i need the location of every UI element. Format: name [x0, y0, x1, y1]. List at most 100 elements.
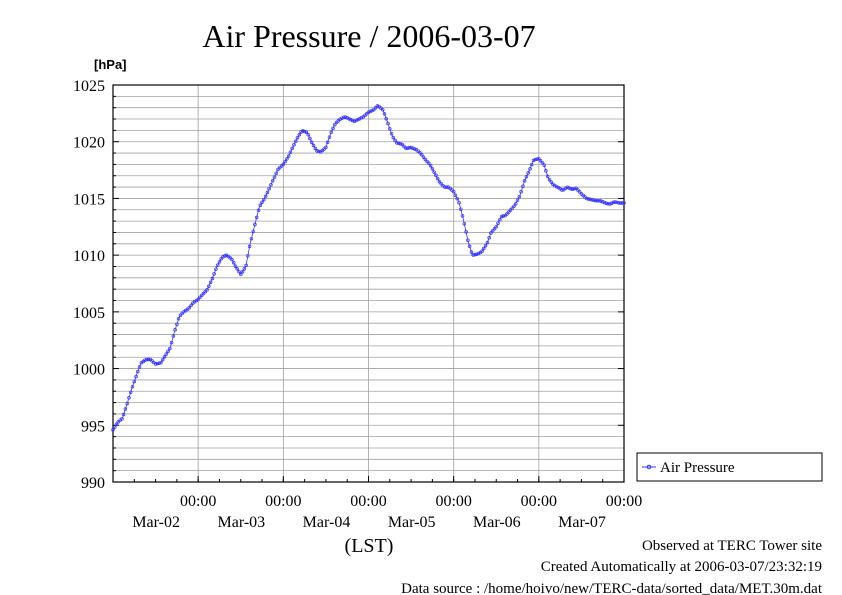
data-point — [538, 158, 543, 163]
data-point — [482, 246, 486, 251]
data-point — [393, 138, 397, 143]
data-point — [517, 194, 522, 199]
data-point — [483, 244, 488, 248]
data-point — [198, 295, 202, 300]
data-point — [173, 328, 177, 332]
data-point — [411, 146, 415, 150]
data-point — [143, 358, 147, 363]
data-point — [297, 133, 302, 137]
data-point — [294, 139, 298, 144]
data-point — [466, 238, 470, 242]
data-point — [366, 110, 371, 114]
data-point — [228, 255, 232, 260]
y-tick-label: 1025 — [73, 78, 105, 95]
data-point — [207, 284, 211, 289]
data-point — [295, 135, 300, 140]
data-point — [584, 196, 589, 201]
data-point — [262, 197, 266, 202]
data-point — [384, 116, 388, 121]
data-point — [443, 185, 447, 189]
data-point — [331, 126, 335, 131]
data-point — [600, 200, 605, 204]
data-point — [382, 112, 387, 116]
data-point — [272, 175, 277, 179]
data-point — [473, 252, 477, 257]
data-point — [221, 255, 225, 259]
data-point — [155, 361, 160, 366]
legend-circle-marker — [646, 464, 652, 470]
data-point — [128, 390, 133, 394]
data-point — [157, 361, 161, 365]
data-point — [609, 201, 614, 205]
data-point — [604, 201, 609, 205]
data-point — [176, 317, 181, 321]
data-point — [597, 198, 601, 203]
data-point — [168, 346, 172, 351]
data-point — [460, 214, 465, 218]
data-point — [205, 287, 209, 292]
data-point — [462, 221, 467, 226]
data-point — [159, 360, 163, 365]
x-tick-date-label: Mar-07 — [558, 514, 606, 531]
data-point — [418, 150, 422, 155]
data-point — [464, 230, 468, 234]
y-tick-label: 1010 — [73, 248, 105, 265]
data-point — [144, 357, 149, 362]
data-point — [487, 236, 491, 240]
data-point — [386, 121, 390, 126]
data-point — [189, 303, 193, 308]
data-point — [565, 185, 569, 189]
data-point — [547, 177, 552, 182]
data-point — [521, 184, 525, 188]
data-point — [121, 412, 126, 417]
data-point — [459, 207, 463, 211]
data-point — [274, 171, 278, 175]
data-point — [309, 140, 314, 144]
data-point — [515, 198, 520, 202]
data-point — [457, 200, 461, 205]
data-point — [215, 263, 220, 267]
data-point — [510, 206, 514, 210]
data-point — [492, 227, 497, 231]
data-point — [400, 142, 404, 147]
data-point — [359, 116, 364, 120]
data-point — [368, 109, 373, 114]
data-point — [166, 349, 170, 354]
data-point — [474, 252, 479, 256]
y-tick-label: 1020 — [73, 135, 105, 152]
data-point — [402, 144, 406, 149]
data-point — [317, 149, 321, 154]
data-point — [432, 170, 436, 174]
data-point — [430, 167, 435, 171]
y-tick-label: 1015 — [73, 191, 105, 208]
data-point — [256, 208, 261, 213]
data-point — [217, 260, 222, 264]
data-point — [599, 199, 603, 203]
data-point — [345, 116, 349, 120]
data-point — [535, 157, 539, 161]
data-point — [471, 253, 475, 257]
data-point — [498, 217, 502, 222]
data-point — [164, 352, 168, 356]
data-point — [592, 198, 596, 202]
data-point — [389, 132, 394, 136]
data-point — [354, 118, 358, 123]
data-point — [134, 374, 138, 379]
data-point — [313, 146, 318, 151]
data-point — [240, 269, 245, 274]
data-point — [288, 150, 293, 154]
data-point — [506, 210, 511, 214]
data-point — [137, 365, 142, 369]
data-point — [455, 196, 459, 201]
data-point — [136, 369, 140, 374]
data-point — [537, 156, 541, 161]
data-point — [544, 169, 548, 173]
data-point — [233, 264, 238, 268]
data-point — [214, 267, 218, 271]
data-point — [333, 122, 337, 127]
data-point — [237, 269, 241, 274]
y-axis-unit-label: [hPa] — [94, 57, 127, 72]
data-point — [315, 149, 319, 153]
data-point — [127, 396, 131, 400]
data-point — [606, 201, 610, 206]
